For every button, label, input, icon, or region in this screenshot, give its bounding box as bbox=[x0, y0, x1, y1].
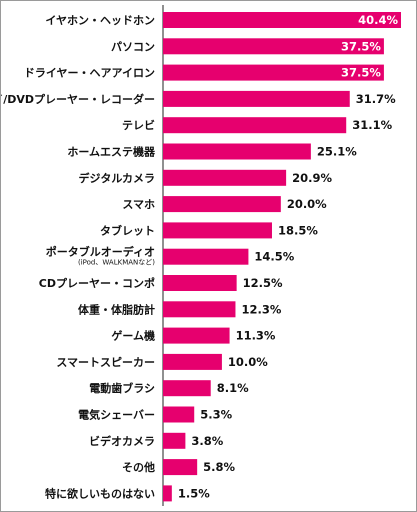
bar bbox=[163, 301, 236, 318]
value-label: 12.5% bbox=[243, 276, 283, 290]
bar bbox=[163, 222, 272, 239]
bar bbox=[163, 38, 384, 55]
value-label: 31.1% bbox=[352, 118, 392, 132]
value-label: 3.8% bbox=[191, 434, 223, 448]
bar bbox=[163, 117, 347, 134]
category-label: ゲーム機 bbox=[111, 329, 155, 343]
bar bbox=[163, 485, 172, 502]
value-label: 31.7% bbox=[356, 92, 396, 106]
value-label: 11.3% bbox=[236, 329, 276, 343]
category-label: 電気シェーバー bbox=[78, 408, 155, 422]
value-label: 37.5% bbox=[341, 66, 381, 80]
category-label: ブルーレイ/DVDプレーヤー・レコーダー bbox=[1, 92, 155, 106]
bar bbox=[163, 12, 401, 28]
value-label: 37.5% bbox=[341, 39, 381, 53]
bar bbox=[163, 406, 195, 423]
bar bbox=[163, 380, 211, 397]
bar bbox=[163, 353, 222, 370]
value-label: 25.1% bbox=[317, 145, 357, 159]
bar bbox=[163, 248, 249, 265]
category-label: イヤホン・ヘッドホン bbox=[45, 14, 155, 27]
category-label: タブレット bbox=[100, 223, 155, 237]
category-label: スマホ bbox=[122, 198, 155, 211]
category-label: パソコン bbox=[111, 40, 155, 53]
category-label: ドライヤー・ヘアアイロン bbox=[24, 67, 155, 80]
category-label: CDプレーヤー・コンポ bbox=[39, 276, 155, 290]
bar bbox=[163, 432, 186, 449]
category-label: 特に欲しいものはない bbox=[45, 486, 155, 500]
value-label: 20.0% bbox=[287, 197, 327, 211]
value-label: 14.5% bbox=[254, 250, 294, 264]
value-label: 18.5% bbox=[278, 223, 318, 237]
bar bbox=[163, 64, 384, 81]
category-sublabel: (iPod、WALKMANなど) bbox=[78, 259, 155, 267]
category-label: ビデオカメラ bbox=[89, 434, 155, 448]
category-label: ポータブルオーディオ bbox=[46, 245, 155, 259]
bar bbox=[163, 90, 350, 107]
value-label: 10.0% bbox=[228, 355, 268, 369]
bar bbox=[163, 169, 287, 186]
bar bbox=[163, 275, 237, 291]
value-label: 40.4% bbox=[358, 13, 398, 27]
bar bbox=[163, 459, 198, 476]
category-label: その他 bbox=[122, 460, 155, 474]
value-label: 20.9% bbox=[292, 171, 332, 185]
value-label: 12.3% bbox=[241, 302, 281, 316]
bar bbox=[163, 327, 230, 344]
category-label: 電動歯ブラシ bbox=[89, 381, 155, 395]
value-label: 5.8% bbox=[203, 460, 235, 474]
category-label: 体重・体脂肪計 bbox=[78, 302, 155, 316]
bar bbox=[163, 196, 281, 213]
value-label: 1.5% bbox=[178, 486, 210, 500]
category-label: スマートスピーカー bbox=[56, 356, 155, 369]
bars-layer: イヤホン・ヘッドホン 40.4% パソコン 37.5% ドライヤー・ヘアアイロン 37.5… bbox=[1, 12, 401, 502]
category-label: デジタルカメラ bbox=[79, 171, 155, 185]
value-label: 8.1% bbox=[217, 381, 249, 395]
category-label: テレビ bbox=[122, 118, 155, 132]
value-label: 5.3% bbox=[200, 408, 232, 422]
bar bbox=[163, 143, 311, 160]
category-label: ホームエステ機器 bbox=[67, 145, 156, 159]
